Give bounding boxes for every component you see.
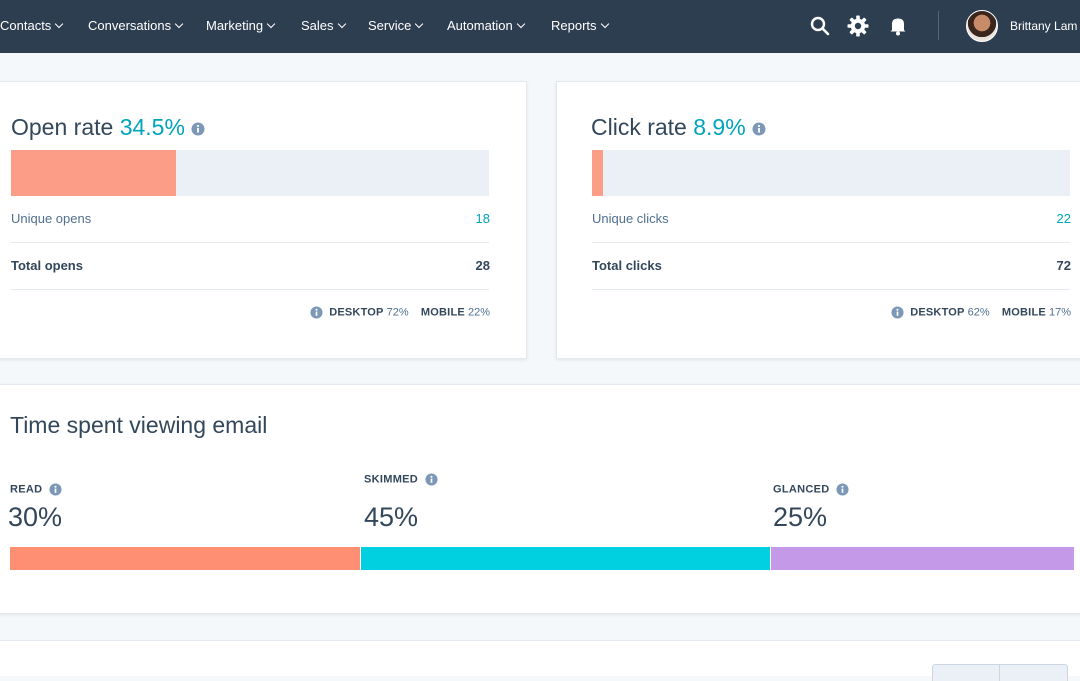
divider: [11, 242, 489, 243]
skimmed-label: SKIMMED: [364, 473, 419, 486]
user-name[interactable]: Brittany Lam: [1010, 19, 1078, 33]
skimmed-label-group: SKIMMED: [364, 473, 438, 486]
total-clicks-label: Total clicks: [592, 258, 662, 273]
total-opens-label: Total opens: [11, 258, 83, 273]
total-opens-value: 28: [475, 258, 490, 273]
divider: [592, 289, 1070, 290]
chevron-down-icon: [516, 19, 526, 29]
info-icon[interactable]: [425, 473, 438, 486]
nav-sales[interactable]: Sales: [301, 17, 346, 35]
info-icon[interactable]: [752, 122, 766, 136]
desktop-label: DESKTOP: [329, 306, 384, 319]
glanced-segment: [771, 547, 1074, 570]
divider: [11, 289, 489, 290]
nav-automation[interactable]: Automation: [447, 17, 526, 35]
click-device-breakdown: DESKTOP 62% MOBILE 17%: [891, 306, 1071, 319]
next-section: [0, 640, 1080, 676]
nav-service[interactable]: Service: [368, 17, 424, 35]
info-icon[interactable]: [836, 483, 849, 496]
gear-icon[interactable]: [846, 14, 870, 38]
chevron-down-icon: [55, 19, 64, 29]
chevron-down-icon: [266, 19, 276, 29]
nav-conversations[interactable]: Conversations: [88, 17, 184, 35]
search-icon[interactable]: [808, 14, 832, 38]
click-rate-bar: [592, 150, 1070, 196]
unique-opens-value[interactable]: 18: [475, 211, 490, 226]
unique-opens-label: Unique opens: [11, 211, 92, 226]
unique-clicks-value[interactable]: 22: [1056, 211, 1071, 226]
desktop-percent: 62%: [967, 306, 990, 319]
info-icon[interactable]: [191, 122, 205, 136]
nav-reports[interactable]: Reports: [551, 17, 609, 35]
nav-divider: [938, 11, 939, 40]
chevron-down-icon: [415, 19, 424, 29]
desktop-percent: 72%: [386, 306, 409, 319]
desktop-label: DESKTOP: [910, 306, 965, 319]
open-rate-title: Open rate: [11, 114, 114, 140]
mobile-label: MOBILE: [1001, 306, 1046, 319]
read-label: READ: [10, 483, 43, 496]
avatar[interactable]: [966, 10, 998, 42]
toggle-button-group[interactable]: [932, 664, 1068, 681]
mobile-label: MOBILE: [420, 306, 465, 319]
glanced-label-group: GLANCED: [773, 483, 849, 496]
time-spent-title: Time spent viewing email: [10, 412, 268, 438]
total-clicks-value: 72: [1056, 258, 1071, 273]
open-rate-bar: [11, 150, 489, 196]
nav-sales-label: Sales: [301, 18, 334, 33]
click-rate-title: Click rate: [591, 114, 687, 140]
read-percent: 30%: [8, 502, 63, 532]
chevron-down-icon: [600, 19, 609, 29]
skimmed-segment: [361, 547, 770, 570]
divider: [592, 242, 1070, 243]
read-segment: [10, 547, 360, 570]
open-rate-heading: Open rate 34.5%: [11, 114, 205, 141]
open-rate-bar-fill: [11, 150, 176, 196]
toggle-divider: [999, 665, 1000, 681]
mobile-percent: 22%: [467, 306, 490, 319]
info-icon[interactable]: [891, 306, 904, 319]
nav-contacts-label: Contacts: [0, 18, 52, 33]
info-icon[interactable]: [310, 306, 323, 319]
top-navigation: Contacts Conversations Marketing Sales S…: [0, 0, 1080, 53]
open-rate-card: Open rate 34.5% Unique opens 18 Total op…: [0, 81, 527, 359]
nav-reports-label: Reports: [551, 18, 597, 33]
chevron-down-icon: [337, 19, 346, 29]
nav-conversations-label: Conversations: [88, 18, 172, 33]
glanced-label: GLANCED: [773, 483, 830, 496]
time-spent-card: [0, 384, 1080, 614]
click-rate-card: Click rate 8.9% Unique clicks 22 Total c…: [556, 81, 1080, 359]
nav-marketing-label: Marketing: [206, 18, 264, 33]
unique-clicks-label: Unique clicks: [592, 211, 669, 226]
mobile-percent: 17%: [1048, 306, 1071, 319]
nav-marketing[interactable]: Marketing: [206, 17, 276, 35]
open-rate-value: 34.5%: [119, 114, 185, 140]
click-rate-value: 8.9%: [693, 114, 746, 140]
glanced-percent: 25%: [773, 502, 828, 532]
chevron-down-icon: [174, 19, 184, 29]
read-label-group: READ: [10, 483, 62, 496]
info-icon[interactable]: [49, 483, 62, 496]
bell-icon[interactable]: [886, 14, 910, 38]
nav-automation-label: Automation: [447, 18, 513, 33]
skimmed-percent: 45%: [364, 502, 419, 532]
click-rate-heading: Click rate 8.9%: [591, 114, 766, 141]
click-rate-bar-fill: [592, 150, 603, 196]
nav-contacts[interactable]: Contacts: [0, 17, 64, 35]
open-device-breakdown: DESKTOP 72% MOBILE 22%: [310, 306, 490, 319]
nav-service-label: Service: [368, 18, 412, 33]
